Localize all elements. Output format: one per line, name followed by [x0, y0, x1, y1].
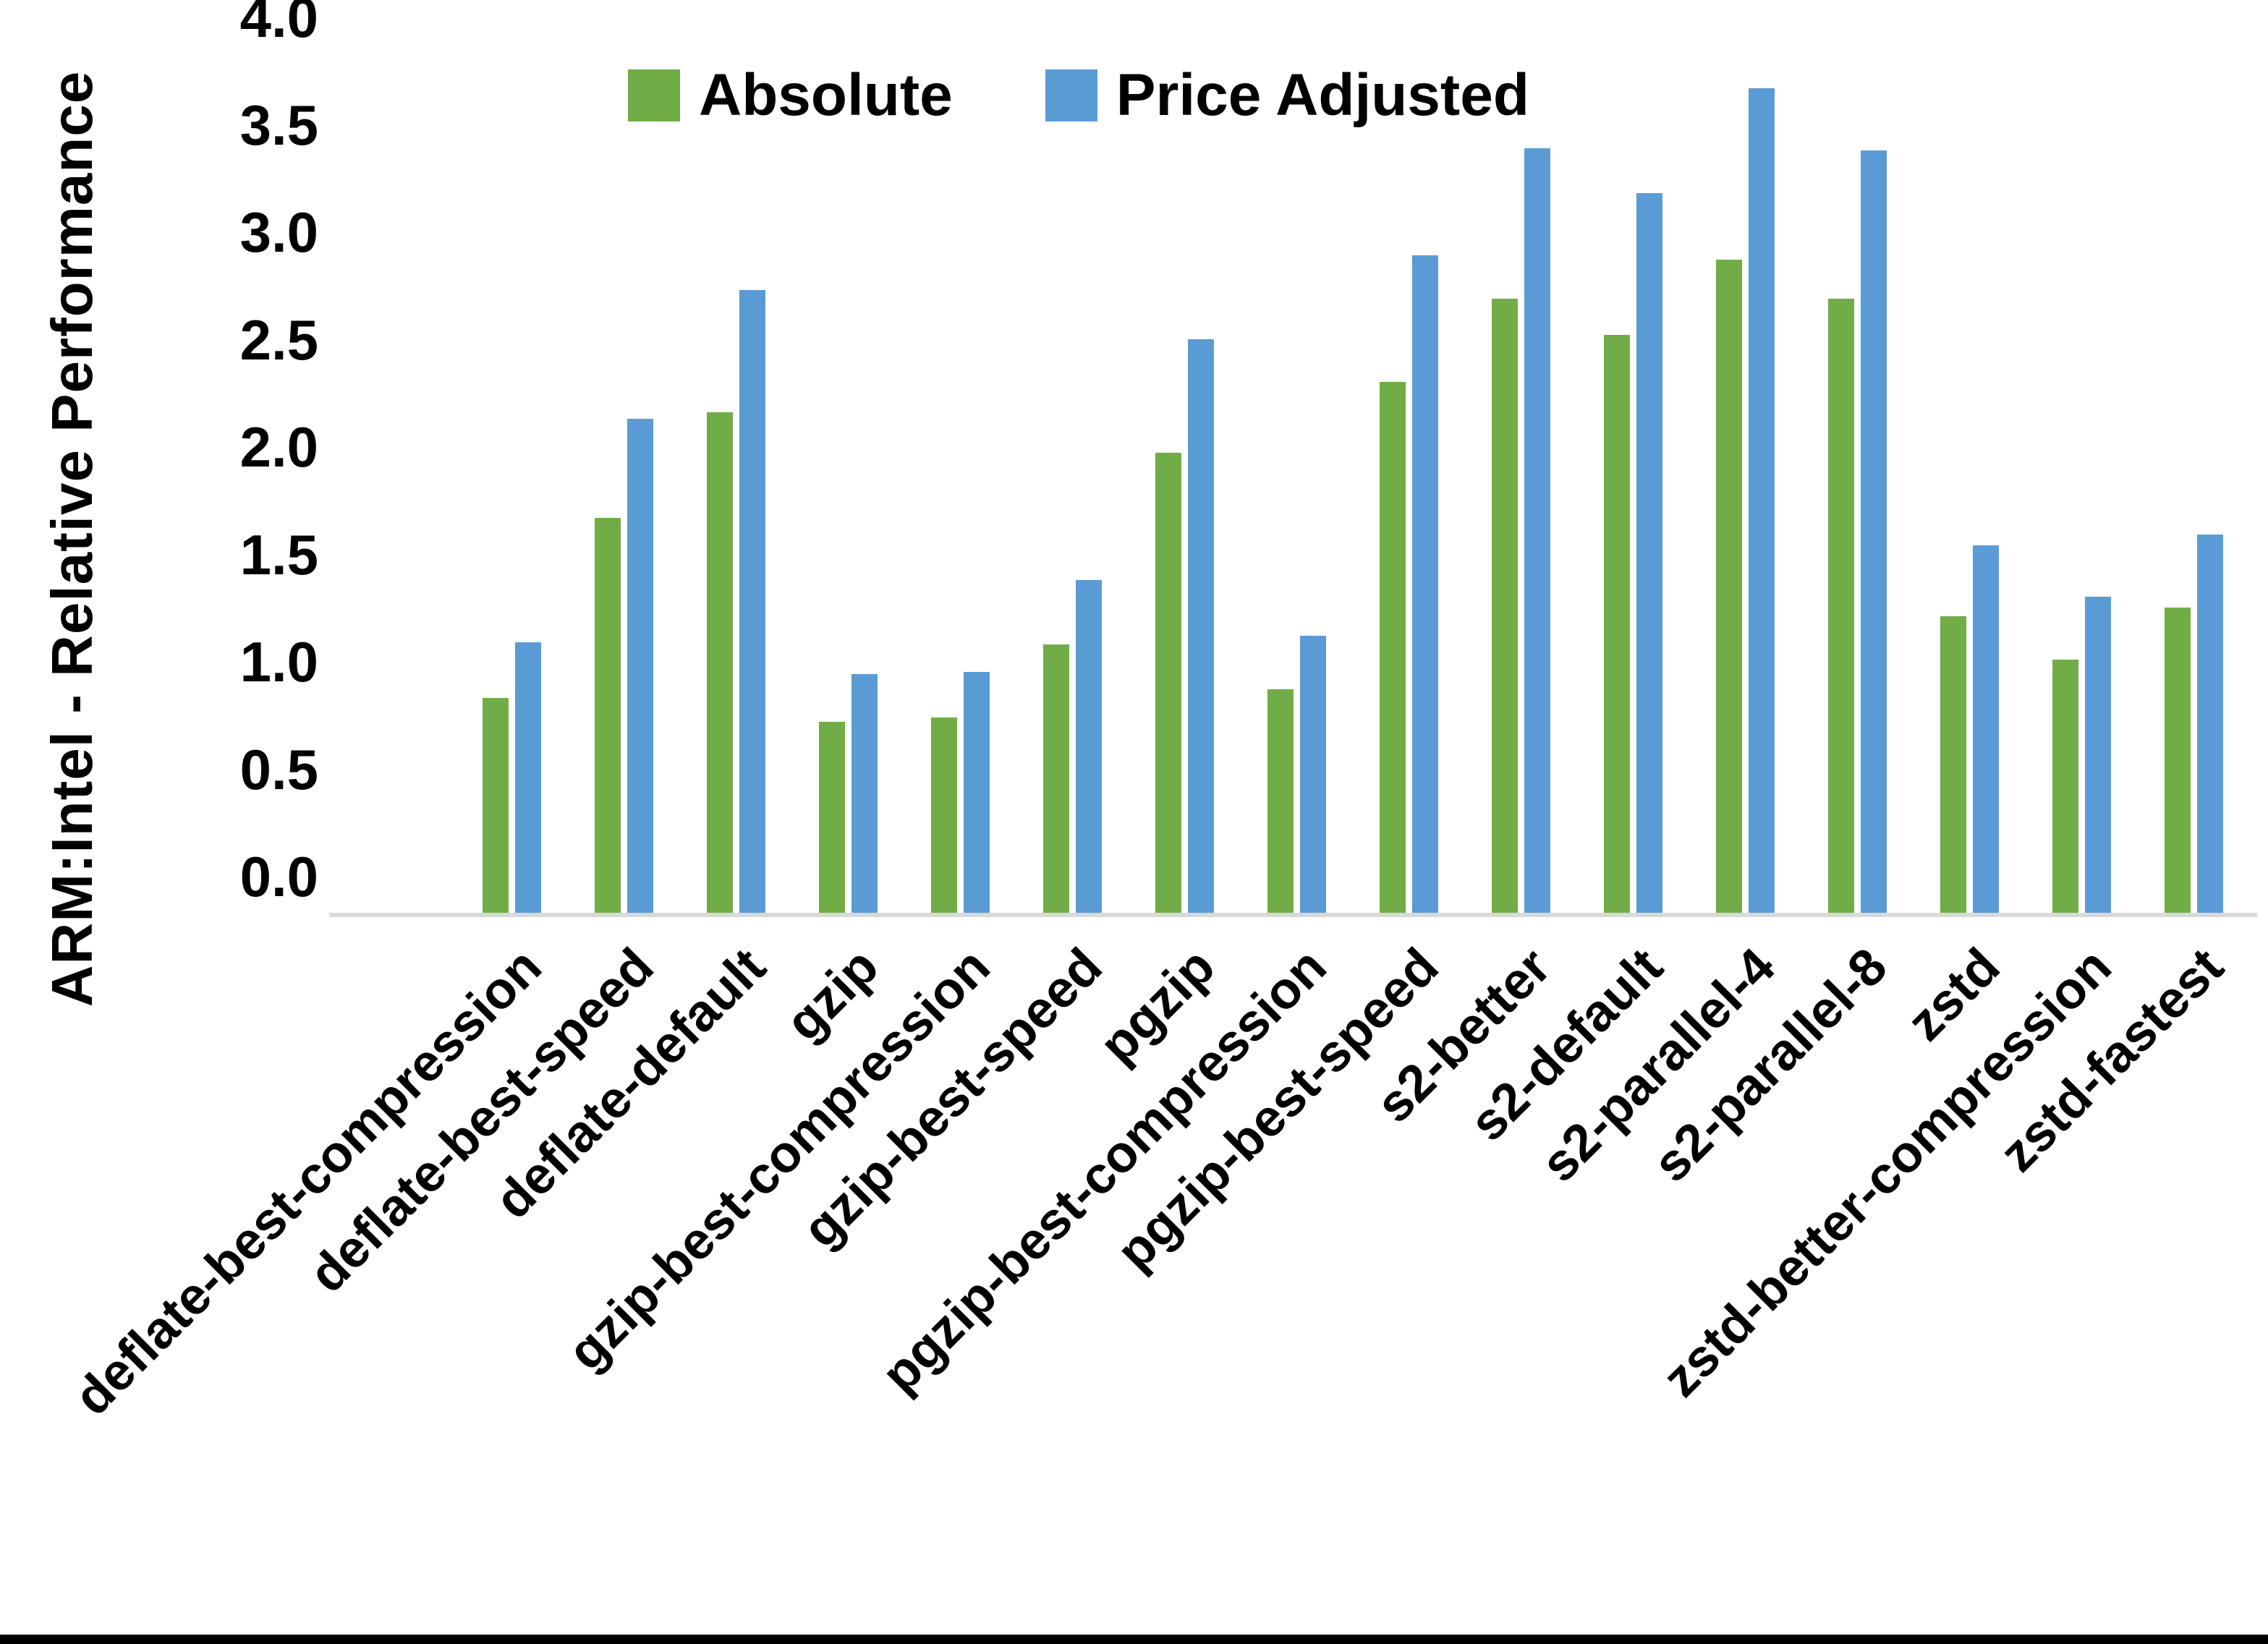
bar-price-adjusted: [1636, 193, 1662, 913]
y-tick-label: 0.0: [239, 845, 318, 908]
bar-absolute: [1043, 644, 1069, 913]
y-tick-label: 3.0: [239, 200, 318, 264]
category-slot: deflate-best-speed: [299, 54, 680, 1303]
bar-absolute: [595, 517, 621, 913]
legend-label: Price Adjusted: [1116, 62, 1529, 128]
bar-price-adjusted: [627, 418, 653, 913]
bar-absolute: [1828, 298, 1854, 913]
bar-absolute: [2165, 608, 2191, 913]
bar-price-adjusted: [1749, 88, 1775, 913]
bar-absolute: [2052, 659, 2078, 913]
bar-price-adjusted: [515, 642, 541, 913]
bar-price-adjusted: [1412, 255, 1438, 913]
category-slot: gzip-best-speed: [792, 54, 1129, 1258]
bar-price-adjusted: [1076, 579, 1102, 913]
bar-absolute: [931, 717, 957, 913]
category-slot: pgzip-best-speed: [1106, 54, 1465, 1281]
category-slot: pgzip: [1089, 54, 1241, 1074]
bar-absolute: [483, 698, 509, 913]
category-slot: gzip: [775, 54, 904, 1052]
category-slot: s2-default: [1459, 54, 1689, 1152]
bar-absolute: [819, 721, 845, 913]
y-tick-label: 0.5: [239, 738, 318, 801]
legend-item-absolute: Absolute: [628, 61, 953, 129]
x-axis-label: deflate-best-compression: [63, 937, 553, 1427]
category-slot: zstd-better-compression: [1652, 54, 2138, 1408]
bar-price-adjusted: [851, 674, 878, 913]
category-slot: s2-parallel-4: [1530, 54, 1801, 1193]
category-slot: deflate-best-compression: [64, 54, 568, 1426]
bar-price-adjusted: [2197, 534, 2223, 913]
legend-item-price-adjusted: Price Adjusted: [1045, 61, 1529, 129]
legend-swatch-price-adjusted-icon: [1045, 69, 1097, 122]
bar-absolute: [1267, 689, 1294, 913]
y-tick-label: 1.5: [239, 523, 318, 587]
legend-label: Absolute: [699, 62, 953, 128]
x-axis-line: [329, 913, 2257, 917]
bar-absolute: [707, 412, 733, 913]
bar-absolute: [1492, 298, 1518, 913]
category-slot: gzip-best-compression: [557, 54, 1016, 1381]
bar-absolute: [1155, 453, 1181, 913]
bottom-border: [0, 1635, 2268, 1644]
bar-price-adjusted: [964, 672, 990, 913]
legend-swatch-absolute-icon: [628, 69, 680, 122]
bar-price-adjusted: [1300, 635, 1326, 913]
y-tick-label: 2.5: [239, 308, 318, 372]
category-slot: zstd-fastest: [1989, 54, 2250, 1183]
bar-absolute: [1380, 382, 1406, 913]
plot-area: deflate-best-compression deflate-best-sp…: [64, 54, 2250, 1426]
category-slot: s2-parallel-8: [1642, 54, 1914, 1193]
bar-price-adjusted: [1188, 339, 1214, 913]
bar-absolute: [1940, 616, 1966, 913]
category-slot: pgzip-best-compression: [871, 54, 1353, 1404]
category-slot: deflate-default: [485, 54, 792, 1230]
y-tick-label: 4.0: [239, 0, 318, 49]
bar-price-adjusted: [739, 289, 765, 913]
y-tick-label: 3.5: [239, 93, 318, 157]
y-tick-label: 1.0: [239, 630, 318, 694]
category-slot: zstd: [1896, 54, 2026, 1052]
bar-absolute: [1604, 335, 1630, 913]
bar-price-adjusted: [2085, 597, 2111, 913]
y-tick-label: 2.0: [239, 415, 318, 479]
bar-absolute: [1716, 260, 1742, 913]
legend: Absolute Price Adjusted: [628, 61, 1529, 129]
bar-price-adjusted: [1861, 150, 1887, 913]
category-slot: s2-better: [1365, 54, 1577, 1134]
bar-price-adjusted: [1973, 545, 1999, 913]
bar-price-adjusted: [1524, 148, 1550, 913]
